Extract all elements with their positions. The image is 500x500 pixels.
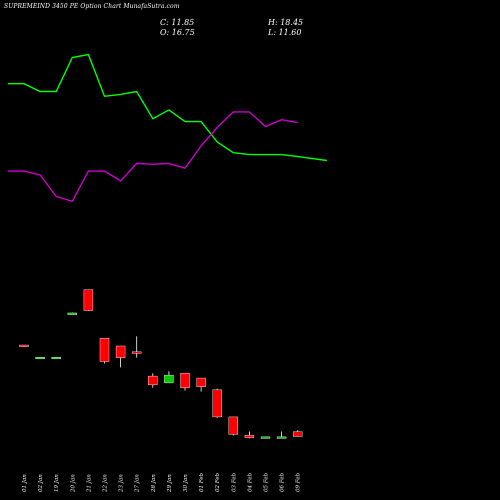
x-tick-label: 23 Jan	[119, 474, 125, 493]
candle	[99, 338, 110, 364]
candle-body	[260, 436, 271, 439]
candle-body	[67, 312, 78, 315]
close-value: C: 11.85	[160, 18, 195, 27]
x-tick-label: 01 Feb	[199, 472, 205, 492]
low-value: L: 11.60	[268, 28, 302, 37]
candle	[164, 371, 174, 384]
x-tick-label: 01 Jan	[22, 474, 28, 492]
series-line-magenta	[7, 111, 298, 203]
x-tick-label: 29 Jan	[167, 474, 173, 493]
candle-body	[293, 431, 303, 437]
x-tick-label: 06 Feb	[280, 472, 286, 492]
candle	[115, 345, 126, 368]
candle-body	[83, 289, 94, 311]
x-tick-label: 27 Jan	[135, 474, 141, 493]
x-tick-label: 30 Jan	[183, 474, 189, 492]
candle-body	[35, 356, 45, 359]
x-tick-label: 28 Jan	[151, 474, 157, 493]
x-tick-label: 05 Feb	[264, 472, 270, 492]
chart-title: SUPREMEIND 3450 PE Option Chart MunafaSu…	[4, 3, 180, 10]
candle-body	[51, 356, 61, 359]
candle	[196, 377, 206, 392]
x-tick-label: 21 Jan	[86, 474, 92, 493]
x-tick-label: 19 Jan	[54, 474, 60, 492]
candle-body	[131, 351, 142, 354]
candle	[180, 373, 190, 391]
candle	[244, 431, 255, 439]
x-tick-label: 02 Jan	[38, 474, 44, 492]
candle	[51, 356, 61, 359]
candle	[293, 430, 303, 437]
x-tick-label: 09 Feb	[296, 472, 302, 492]
x-tick-label: 22 Jan	[103, 474, 109, 493]
candle	[260, 436, 271, 439]
candle-body	[164, 374, 174, 384]
candle	[212, 388, 222, 418]
candle	[83, 289, 94, 312]
x-tick-label: 03 Feb	[231, 472, 237, 492]
candle-body	[180, 373, 190, 388]
candle-body	[196, 377, 206, 387]
x-tick-label: 04 Feb	[247, 472, 253, 492]
x-tick-label: 02 Feb	[215, 472, 221, 492]
candle-body	[276, 436, 287, 439]
series-line-green	[7, 53, 327, 162]
candle	[131, 336, 142, 358]
x-tick-label: 20 Jan	[70, 474, 76, 493]
candle-body	[99, 338, 110, 362]
candle	[19, 344, 29, 347]
candle-body	[115, 345, 126, 358]
candle-body	[244, 435, 255, 439]
candle	[276, 431, 287, 439]
high-value: H: 18.45	[268, 18, 304, 27]
candle	[228, 416, 239, 436]
candle-body	[212, 389, 222, 418]
candle	[67, 312, 78, 315]
candle-body	[148, 375, 158, 386]
candle-body	[228, 416, 239, 435]
candle	[35, 356, 45, 359]
candle-body	[19, 344, 29, 347]
open-value: O: 16.75	[160, 28, 195, 37]
candle	[148, 373, 158, 388]
